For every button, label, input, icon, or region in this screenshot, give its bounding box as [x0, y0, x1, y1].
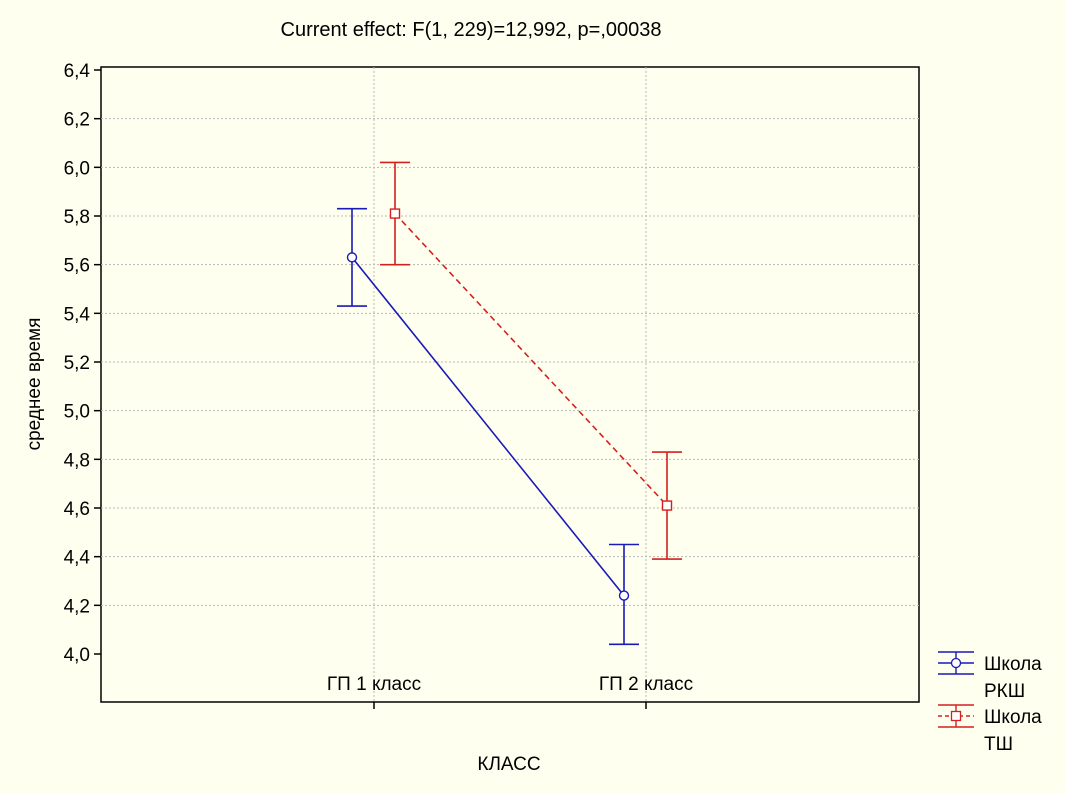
y-tick-label: 4,0	[64, 645, 90, 666]
x-axis: ГП 1 класс ГП 2 класс	[327, 674, 693, 709]
y-axis: 4,0 4,2 4,4 4,6 4,8 5,0 5,2 5,4 5,6 5,8 6,0 6,2 6,4	[64, 61, 101, 666]
grid	[101, 67, 919, 702]
y-axis-label: среднее время	[24, 318, 45, 451]
y-tick-label: 5,0	[64, 402, 90, 423]
y-tick-label: 6,4	[64, 61, 91, 82]
legend-label: Школа	[984, 707, 1042, 728]
y-tick-label: 4,8	[64, 450, 90, 471]
data-point-marker	[618, 590, 630, 601]
legend-item-2: Школа ТШ	[938, 704, 1042, 755]
data-point-marker	[661, 500, 673, 511]
x-axis-label: КЛАСС	[477, 754, 540, 775]
y-tick-label: 5,8	[64, 207, 90, 228]
data-point-marker	[346, 252, 358, 263]
y-tick-label: 5,2	[64, 353, 90, 374]
y-tick-label: 6,0	[64, 158, 90, 179]
legend-symbol	[938, 651, 974, 675]
legend-label: Школа	[984, 654, 1042, 675]
y-tick-label: 5,4	[64, 304, 91, 325]
y-tick-label: 6,2	[64, 110, 90, 131]
legend-marker	[950, 657, 962, 669]
legend-label: РКШ	[984, 681, 1025, 702]
series-group	[337, 161, 682, 646]
y-tick-label: 4,4	[64, 548, 91, 569]
x-tick-label: ГП 1 класс	[327, 674, 421, 695]
series-line	[394, 213, 668, 507]
data-point-marker	[389, 208, 401, 219]
series-2	[380, 161, 682, 560]
plot-frame	[100, 66, 920, 703]
y-tick-label: 5,6	[64, 256, 90, 277]
series-1	[337, 207, 639, 646]
legend-label: ТШ	[984, 734, 1013, 755]
y-tick-label: 4,2	[64, 596, 90, 617]
x-tick-label: ГП 2 класс	[599, 674, 693, 695]
y-tick-label: 4,6	[64, 499, 90, 520]
legend-item-1: Школа РКШ	[938, 651, 1042, 702]
legend-marker	[950, 710, 962, 722]
series-line	[351, 256, 625, 597]
legend-symbol	[938, 704, 974, 728]
legend: Школа РКШ Школа ТШ	[938, 651, 1042, 755]
chart-title: Current effect: F(1, 229)=12,992, p=,000…	[281, 19, 662, 41]
